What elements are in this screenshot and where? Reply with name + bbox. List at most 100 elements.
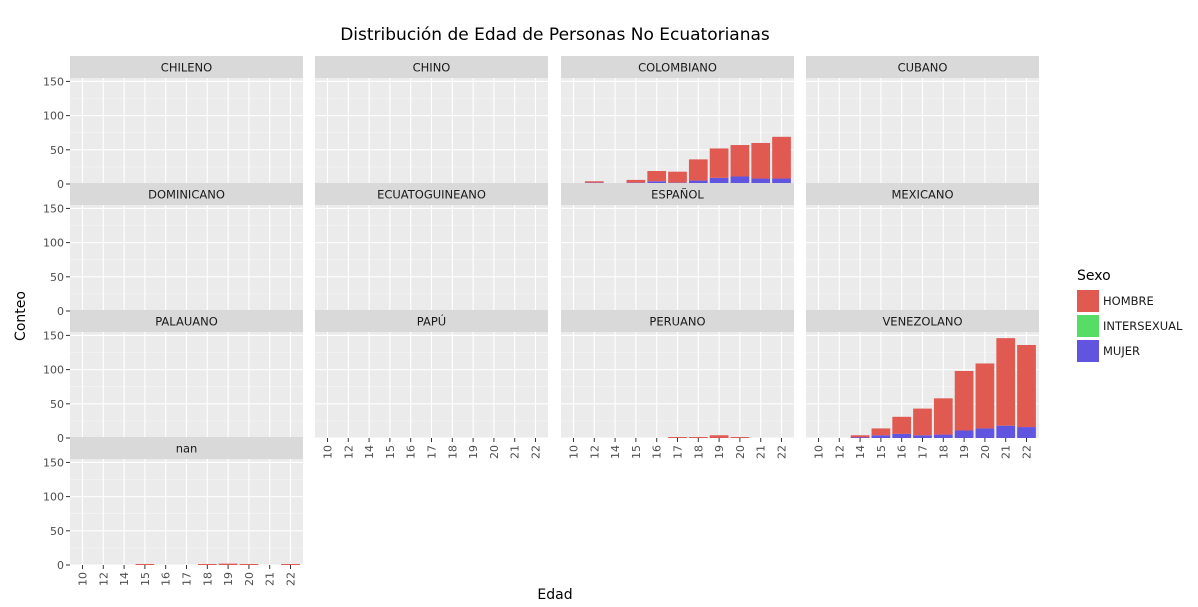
facet-espanol: ESPAÑOL: [561, 183, 794, 312]
bar-hombre-18: [688, 159, 708, 181]
bar-hombre-19: [709, 148, 729, 178]
x-tick-label: 20: [488, 445, 501, 459]
y-tick-label: 150: [43, 456, 64, 469]
x-tick-label: 20: [734, 445, 747, 459]
y-tick-label: 0: [57, 432, 64, 445]
facet-venezolano: VENEZOLANO 10 12 14 15 16 17 18 19 20 21 22: [806, 310, 1039, 459]
bar-hombre-18: [933, 398, 953, 435]
bar-hombre-22: [772, 136, 791, 179]
bar-hombre-17: [913, 408, 932, 436]
bar-hombre-22: [281, 564, 300, 565]
bar-hombre-19: [709, 435, 729, 438]
legend-title: Sexo: [1077, 268, 1111, 284]
bar-hombre-20: [239, 564, 259, 565]
x-tick-label: 10: [76, 572, 89, 586]
facet-colombiano: COLOMBIANO: [561, 56, 794, 185]
bar-mujer-15: [871, 435, 891, 438]
legend-key-mujer: [1077, 340, 1099, 362]
bar-mujer-17: [913, 435, 932, 438]
bar-hombre-15: [135, 564, 155, 565]
x-tick-label: 20: [979, 445, 992, 459]
x-tick-label: 21: [755, 445, 768, 459]
x-tick-label: 18: [201, 572, 214, 586]
facet-strip: [315, 183, 548, 205]
y-tick-label: 150: [43, 75, 64, 88]
y-tick-label: 0: [57, 178, 64, 191]
bar-hombre-15: [871, 428, 891, 436]
facet-label: VENEZOLANO: [882, 315, 962, 329]
x-tick-label: 10: [321, 445, 334, 459]
facet-strip: [315, 310, 548, 332]
facet-label: PERUANO: [649, 315, 705, 329]
x-tick-label: 18: [692, 445, 705, 459]
facet-chileno: CHILENO 0 50 100 150: [43, 56, 303, 191]
x-tick-label: 22: [776, 445, 789, 459]
x-tick-label: 14: [363, 445, 376, 459]
x-tick-label: 12: [833, 445, 846, 459]
facet-strip: [315, 56, 548, 78]
legend-key-hombre: [1077, 290, 1099, 312]
x-tick-label: 22: [530, 445, 543, 459]
y-tick-label: 50: [50, 525, 64, 538]
bar-mujer-22: [1017, 427, 1036, 438]
legend-label-mujer: MUJER: [1103, 344, 1140, 358]
y-tick-label: 100: [43, 237, 64, 250]
bar-hombre-20: [975, 363, 995, 429]
facet-label: ECUATOGUINEANO: [377, 188, 486, 202]
x-tick-label: 15: [630, 445, 643, 459]
facet-mexicano: MEXICANO: [806, 183, 1039, 312]
y-tick-label: 50: [50, 144, 64, 157]
bar-mujer-19: [954, 430, 974, 438]
y-tick-label: 150: [43, 202, 64, 215]
x-tick-label: 21: [509, 445, 522, 459]
chart-title: Distribución de Edad de Personas No Ecua…: [340, 25, 770, 45]
bar-mujer-20: [975, 428, 995, 438]
x-tick-label: 19: [958, 445, 971, 459]
y-tick-label: 0: [57, 559, 64, 572]
bar-hombre-18: [688, 437, 708, 438]
bar-hombre-15: [626, 179, 646, 183]
y-tick-label: 100: [43, 110, 64, 123]
bar-mujer-22: [772, 178, 791, 184]
x-tick-label: 12: [97, 572, 110, 586]
x-tick-label: 16: [896, 445, 909, 459]
facet-strip: [561, 183, 794, 205]
y-tick-label: 150: [43, 329, 64, 342]
bar-hombre-17: [668, 171, 687, 183]
x-tick-label: 12: [588, 445, 601, 459]
facet-ecuatoguineano: ECUATOGUINEANO: [315, 183, 548, 312]
x-tick-label: 12: [342, 445, 355, 459]
bar-hombre-18: [197, 564, 217, 565]
bar-hombre-21: [996, 338, 1016, 426]
bar-hombre-16: [892, 416, 912, 434]
x-tick-label: 14: [118, 572, 131, 586]
bar-mujer-18: [933, 434, 953, 438]
bar-hombre-22: [1017, 344, 1036, 428]
bar-mujer-21: [996, 425, 1016, 438]
bar-hombre-17: [668, 437, 687, 438]
x-tick-label: 15: [875, 445, 888, 459]
x-tick-label: 16: [405, 445, 418, 459]
x-tick-label: 18: [937, 445, 950, 459]
bar-mujer-21: [751, 178, 771, 184]
x-tick-label: 16: [651, 445, 664, 459]
legend-label-hombre: HOMBRE: [1103, 294, 1154, 308]
facet-palauano: PALAUANO 0 50 100 150: [43, 310, 303, 445]
facet-label: PALAUANO: [155, 315, 218, 329]
x-tick-label: 22: [285, 572, 298, 586]
bar-mujer-20: [730, 176, 750, 184]
facet-dominicano: DOMINICANO 0 50 100 150: [43, 183, 303, 318]
facet-label: CUBANO: [898, 61, 948, 75]
legend-label-intersexual: INTERSEXUAL: [1103, 319, 1183, 333]
facet-label: nan: [176, 442, 198, 456]
x-tick-label: 10: [567, 445, 580, 459]
x-tick-label: 15: [139, 572, 152, 586]
bar-hombre-19: [954, 370, 974, 431]
facet-strip: [70, 183, 303, 205]
facet-strip: [561, 56, 794, 78]
x-tick-label: 17: [181, 572, 194, 586]
facet-label: ESPAÑOL: [651, 187, 704, 202]
x-tick-label: 19: [467, 445, 480, 459]
